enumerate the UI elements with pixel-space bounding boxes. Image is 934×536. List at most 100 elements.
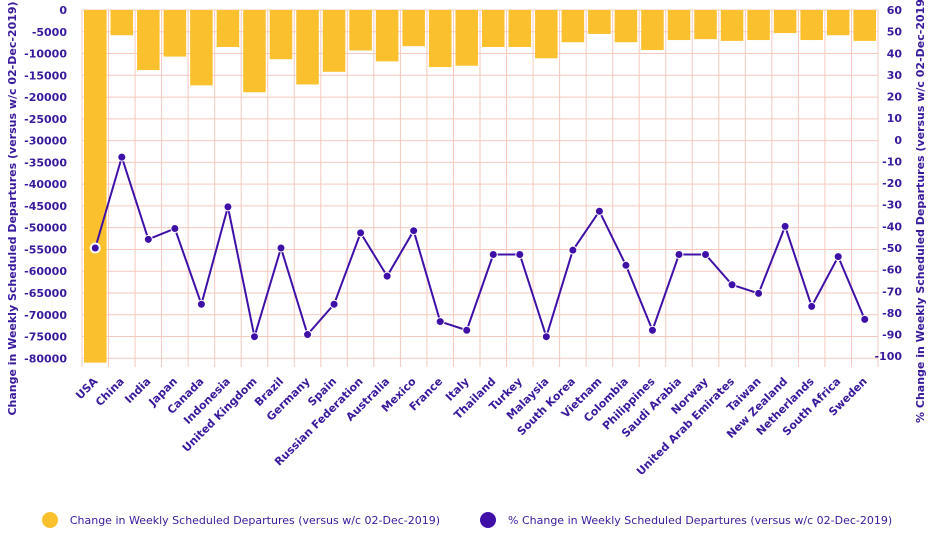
- legend: Change in Weekly Scheduled Departures (v…: [0, 512, 934, 528]
- legend-label-line: % Change in Weekly Scheduled Departures …: [508, 513, 893, 527]
- line-point-indonesia: [223, 202, 233, 212]
- line-point-sweden: [860, 314, 870, 324]
- bar-brazil: [269, 10, 293, 60]
- y2-tick-label: -90: [882, 329, 902, 342]
- y2-tick-label: 60: [887, 4, 903, 17]
- y-tick-label: -15000: [24, 69, 67, 82]
- bar-philippines: [641, 10, 664, 51]
- bar-japan: [163, 10, 187, 57]
- y-tick-label: -60000: [24, 265, 67, 278]
- y-tick-label: -10000: [24, 48, 67, 61]
- y2-tick-label: 30: [887, 69, 903, 82]
- legend-swatch-line: [480, 512, 497, 528]
- y2-tick-label: -10: [882, 155, 902, 168]
- y-tick-label: -65000: [24, 287, 67, 300]
- y2-tick-label: 20: [887, 91, 903, 104]
- bar-france: [428, 10, 452, 68]
- bar-netherlands: [800, 10, 823, 41]
- y-tick-label: -40000: [24, 178, 67, 191]
- bar-south-korea: [561, 10, 585, 43]
- bar-canada: [190, 10, 213, 86]
- y2-tick-label: -60: [882, 264, 902, 277]
- line-point-russian-federation: [356, 228, 366, 238]
- line-point-china: [117, 152, 127, 162]
- line-point-philippines: [647, 325, 657, 335]
- line-point-spain: [329, 299, 339, 309]
- line-point-vietnam: [594, 206, 604, 216]
- line-point-malaysia: [541, 332, 551, 342]
- bar-italy: [455, 10, 478, 66]
- line-point-brazil: [276, 243, 286, 253]
- bar-taiwan: [747, 10, 770, 41]
- line-point-thailand: [488, 249, 498, 259]
- line-point-united-kingdom: [249, 332, 259, 342]
- y-axis-title: Change in Weekly Scheduled Departures (v…: [6, 1, 19, 415]
- y2-tick-label: 10: [887, 112, 903, 125]
- line-point-taiwan: [754, 288, 764, 298]
- bar-vietnam: [588, 10, 611, 34]
- legend-item-bar: Change in Weekly Scheduled Departures (v…: [41, 512, 441, 528]
- y-tick-label: -20000: [24, 91, 67, 104]
- y-tick-label: -80000: [24, 352, 67, 365]
- bar-malaysia: [535, 10, 558, 59]
- bar-south-africa: [826, 10, 850, 36]
- y-tick-label: -45000: [24, 200, 67, 213]
- y-tick-label: 0: [59, 4, 67, 17]
- bar-china: [110, 10, 134, 36]
- bar-mexico: [402, 10, 425, 47]
- y2-tick-label: -50: [882, 242, 902, 255]
- bar-united-kingdom: [243, 10, 266, 93]
- line-point-australia: [382, 271, 392, 281]
- bar-germany: [296, 10, 319, 85]
- bar-usa: [84, 10, 107, 363]
- bar-spain: [322, 10, 346, 72]
- line-point-india: [143, 234, 153, 244]
- line-point-mexico: [409, 226, 419, 236]
- line-point-italy: [462, 325, 472, 335]
- bar-united-arab-emirates: [720, 10, 744, 41]
- chart: 0 -5000 -10000 -15000 -20000 -25000 -30000 -350…: [6, 0, 927, 478]
- y-tick-label: -35000: [24, 156, 67, 169]
- y2-tick-label: -80: [882, 307, 902, 320]
- legend-item-line: % Change in Weekly Scheduled Departures …: [480, 512, 892, 528]
- bar-indonesia: [216, 10, 240, 48]
- x-tick-label: China: [93, 375, 127, 409]
- line-point-germany: [303, 330, 313, 340]
- line-point-south-korea: [568, 245, 578, 255]
- y2-tick-label: -70: [882, 285, 902, 298]
- bar-norway: [694, 10, 717, 40]
- y2-tick-label: -20: [882, 177, 902, 190]
- y2-tick-label: 50: [887, 26, 903, 39]
- line-point-south-africa: [833, 252, 843, 262]
- y2-tick-label: 0: [894, 134, 902, 147]
- legend-label-bar: Change in Weekly Scheduled Departures (v…: [69, 513, 441, 527]
- y2-axis-title: % Change in Weekly Scheduled Departures …: [914, 0, 927, 423]
- y-tick-label: -75000: [24, 331, 67, 344]
- line-point-turkey: [515, 249, 525, 259]
- bar-new-zealand: [773, 10, 797, 34]
- y2-tick-label: -40: [882, 220, 902, 233]
- bar-turkey: [508, 10, 532, 48]
- y-tick-label: -30000: [24, 135, 67, 148]
- bar-india: [137, 10, 160, 71]
- y-tick-label: -70000: [24, 309, 67, 322]
- line-point-norway: [701, 249, 711, 259]
- line-point-netherlands: [807, 301, 817, 311]
- y2-tick-label: -30: [882, 199, 902, 212]
- bar-sweden: [853, 10, 876, 41]
- line-point-canada: [196, 299, 206, 309]
- line-point-new-zealand: [780, 221, 790, 231]
- y-tick-label: -55000: [24, 243, 67, 256]
- y2-tick-label: -100: [874, 350, 902, 363]
- y2-tick-label: 40: [887, 47, 903, 60]
- y-tick-label: -25000: [24, 113, 67, 126]
- legend-swatch-bar: [41, 512, 58, 528]
- y-tick-label: -5000: [32, 26, 68, 39]
- bar-russian-federation: [349, 10, 372, 51]
- line-point-colombia: [621, 260, 631, 270]
- bar-australia: [375, 10, 399, 62]
- line-series: [94, 153, 866, 341]
- bar-saudi-arabia: [667, 10, 691, 41]
- y-tick-label: -50000: [24, 222, 67, 235]
- line-point-usa: [89, 242, 101, 254]
